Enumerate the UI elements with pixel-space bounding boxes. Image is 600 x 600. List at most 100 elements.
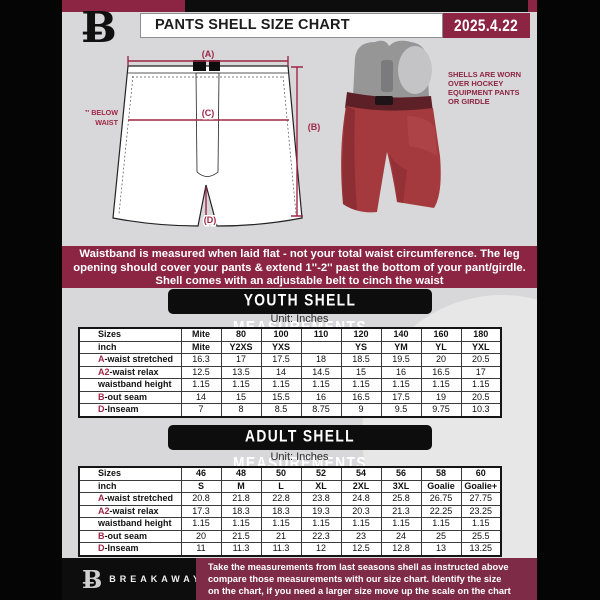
row-label: B-out seam	[78, 390, 182, 404]
footer-brand-block: Ƀ BREAKAWAY	[62, 558, 199, 600]
row-label: waistband height	[78, 378, 182, 392]
cell: 16.5	[420, 365, 462, 379]
cell: 24.8	[340, 492, 382, 506]
cell: 9.5	[380, 403, 422, 417]
size-chart-document: Ƀ PANTS SHELL SIZE CHART 2025.4.22 (A) (…	[62, 0, 537, 600]
label-b: (B)	[308, 122, 321, 132]
belt-buckle-right	[209, 60, 220, 71]
cell: 18.5	[340, 353, 382, 367]
cell: 21	[260, 529, 302, 543]
row-label: D-Inseam	[78, 403, 182, 417]
cell: 9.75	[420, 403, 462, 417]
row-label: inch	[78, 340, 182, 354]
photo-note: SHELLS ARE WORN OVER HOCKEY EQUIPMENT PA…	[448, 70, 522, 106]
cell: 12.5	[340, 542, 382, 556]
table-row: A2-waist relax 17.3 18.3 18.3 19.3 20.3 21.3 22…	[78, 504, 502, 518]
cell: 13.25	[460, 542, 502, 556]
cell: 15.5	[260, 390, 302, 404]
cell: 11.3	[220, 542, 262, 556]
cell: 1.15	[260, 517, 302, 531]
cell: Y2XS	[220, 340, 262, 354]
cell: 140	[380, 327, 422, 342]
cell: 13.5	[220, 365, 262, 379]
youth-section-banner: YOUTH SHELL MEASUREMENTS	[167, 289, 432, 337]
cell: 48	[220, 466, 262, 481]
cell: 16	[380, 365, 422, 379]
cell: 9	[340, 403, 382, 417]
cell: 1.15	[180, 517, 222, 531]
cell: 7	[180, 403, 222, 417]
cell: 21.8	[220, 492, 262, 506]
seam-stitch-lines	[118, 75, 297, 215]
shell-shadow-left	[342, 106, 357, 210]
cell: 27.75	[460, 492, 502, 506]
cell: 1.15	[380, 378, 422, 392]
cell: 20	[420, 353, 462, 367]
top-border-bar	[62, 0, 537, 12]
cell: 8.5	[260, 403, 302, 417]
cell: Goalie	[420, 479, 462, 493]
cell: 13	[420, 542, 462, 556]
cell: 21.5	[220, 529, 262, 543]
cell: 19.3	[300, 504, 342, 518]
belt-buckle-left	[193, 60, 206, 71]
top-border-black-segment	[185, 0, 528, 12]
cell: 1.15	[220, 517, 262, 531]
page-title: PANTS SHELL SIZE CHART	[140, 13, 443, 38]
fly-panel	[195, 72, 220, 177]
row-label: A2-waist relax	[78, 504, 182, 518]
pants-outline	[112, 65, 303, 227]
cell: 16.5	[340, 390, 382, 404]
cell: 21.3	[380, 504, 422, 518]
row-label: inch	[78, 479, 182, 493]
cell: 22.8	[260, 492, 302, 506]
cell: 19	[420, 390, 462, 404]
youth-measurements-table: Sizes Mite 80 100 110 120 140 160 180 inch Mite Y2X…	[78, 327, 502, 418]
cell: Mite	[180, 327, 222, 342]
cell: 180	[460, 327, 502, 342]
date-badge: 2025.4.22	[443, 13, 530, 38]
date-text: 2025.4.22	[454, 16, 519, 35]
cell: 19.5	[380, 353, 422, 367]
cell: 14	[260, 365, 302, 379]
row-label: A2-waist relax	[78, 365, 182, 379]
cell: 23.25	[460, 504, 502, 518]
cell: XL	[300, 479, 342, 493]
cell: 8	[220, 403, 262, 417]
cell: 12.5	[180, 365, 222, 379]
cell: 1.15	[340, 378, 382, 392]
table-row: inch S M L XL 2XL 3XL Goalie Goalie+	[78, 479, 502, 493]
row-label: Sizes	[78, 466, 182, 481]
table-row: Sizes Mite 80 100 110 120 140 160 180	[78, 327, 502, 342]
row-label: A-waist stretched	[78, 492, 182, 506]
brand-name: BREAKAWAY	[109, 574, 203, 584]
cell: 54	[340, 466, 382, 481]
waist-note-line2: WAIST	[95, 118, 118, 127]
adult-section-banner: ADULT SHELL MEASUREMENTS	[167, 425, 432, 473]
girdle-lacing	[381, 60, 393, 92]
cell: 160	[420, 327, 462, 342]
cell: 25.8	[380, 492, 422, 506]
table-row: A-waist stretched 16.3 17 17.5 18 18.5 19.5 20 2…	[78, 353, 502, 367]
measure-line-b	[291, 66, 303, 217]
row-label: D-Inseam	[78, 542, 182, 556]
cell: YXL	[460, 340, 502, 354]
shell-buckle	[375, 96, 393, 105]
table-row: B-out seam 14 15 15.5 16 16.5 17.5 19 20.5	[78, 390, 502, 404]
cell: 25	[420, 529, 462, 543]
cell	[300, 340, 342, 354]
youth-unit-label: Unit: Inches	[270, 313, 329, 325]
cell: 17.3	[180, 504, 222, 518]
cell: 46	[180, 466, 222, 481]
table-row: A2-waist relax 12.5 13.5 14 14.5 15 16 16.5 17	[78, 365, 502, 379]
cell: 15	[340, 365, 382, 379]
cell: 20.3	[340, 504, 382, 518]
shell-photo	[341, 40, 441, 213]
cell: 17	[460, 365, 502, 379]
girdle-pad-highlight	[398, 46, 432, 94]
cell: 1.15	[300, 517, 342, 531]
cell: 80	[220, 327, 262, 342]
cell: 17.5	[260, 353, 302, 367]
cell: 22.3	[300, 529, 342, 543]
cell: 11	[180, 542, 222, 556]
